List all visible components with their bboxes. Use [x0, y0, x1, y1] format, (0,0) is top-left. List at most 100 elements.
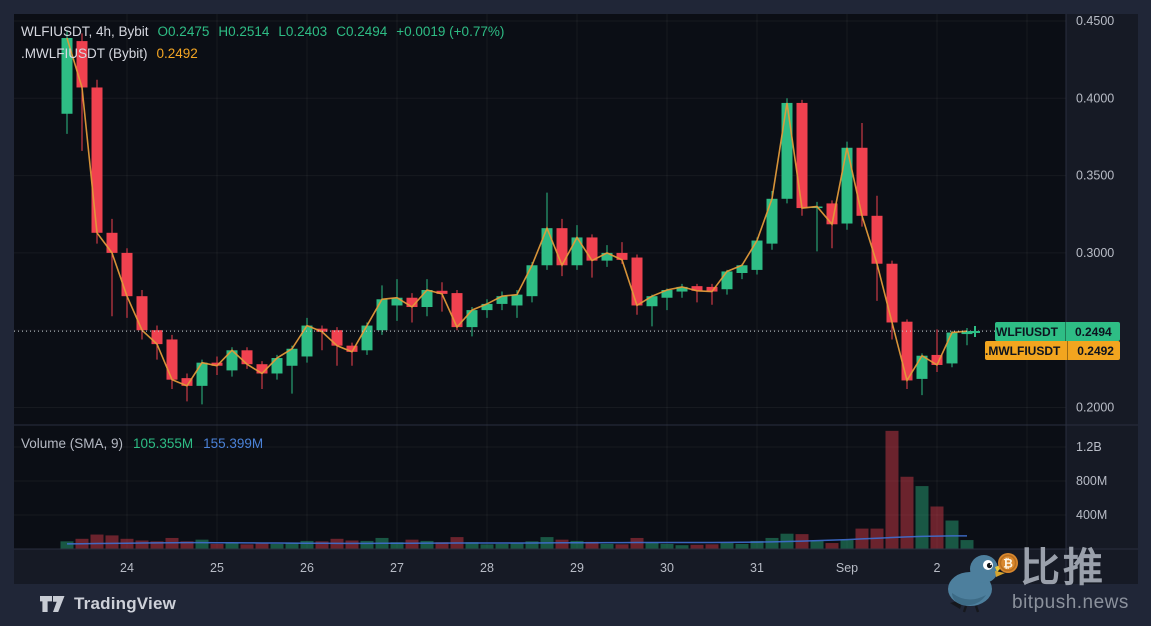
volume-bar [420, 540, 434, 549]
bird-leg [974, 605, 980, 613]
volume-bar [630, 537, 644, 549]
candle-body [196, 362, 208, 386]
candle-body [421, 290, 433, 308]
time-axis-label: 24 [120, 561, 134, 575]
volume-legend-title[interactable]: Volume (SMA, 9) [21, 436, 124, 451]
time-axis-label: 30 [660, 561, 674, 575]
candle-body [826, 203, 838, 225]
ohlc-low: L0.2403 [278, 24, 328, 39]
volume-bar [705, 544, 719, 549]
symbol-legend: WLFIUSDT, 4h, Bybit O0.2475 H0.2514 L0.2… [21, 24, 504, 39]
volume-bar [390, 542, 404, 549]
ohlc-change: +0.0019 (+0.77%) [396, 24, 505, 39]
candle-body [106, 232, 118, 253]
time-axis-label: 29 [570, 561, 584, 575]
volume-bar [585, 541, 599, 549]
candle-body [706, 286, 718, 292]
symbol-title[interactable]: WLFIUSDT, 4h, Bybit [21, 24, 149, 39]
volume-bar [360, 540, 374, 549]
time-axis-label: 26 [300, 561, 314, 575]
volume-bar [270, 543, 284, 549]
volume-bar [300, 540, 314, 549]
candle-body [781, 102, 793, 199]
candle-body [526, 265, 538, 297]
mark-price-badge[interactable]: .MWLFIUSDT 0.2492 [985, 341, 1120, 360]
candle-body [691, 286, 703, 291]
candle-body [511, 294, 523, 306]
candle-body [901, 321, 913, 381]
price-axis-label: 0.4000 [1076, 91, 1114, 105]
candle-body [256, 364, 268, 374]
volume-legend: Volume (SMA, 9) 105.355M 155.399M [21, 436, 263, 451]
bitcoin-symbol: ₿ [1003, 557, 1013, 571]
candle-body [721, 271, 733, 290]
candle-body [961, 331, 973, 335]
volume-bar [60, 541, 74, 549]
candle-body [931, 354, 943, 365]
volume-bar [480, 544, 494, 549]
volume-bar [525, 541, 539, 549]
tradingview-chart-widget[interactable]: 0.4500 0.4000 0.3500 0.3000 0.2000 1.2B 800M 40… [14, 14, 1138, 584]
volume-bar [105, 535, 119, 549]
volume-bar [495, 543, 509, 549]
candle-body [466, 310, 478, 328]
price-axis-label: 0.3500 [1076, 169, 1114, 183]
candle-body [856, 147, 868, 216]
time-axis-label: 25 [210, 561, 224, 575]
bitcoin-coin-ring [999, 554, 1017, 572]
chart-pane-background[interactable] [14, 14, 1066, 549]
candle-body [436, 290, 448, 294]
ohlc-high: H0.2514 [218, 24, 270, 39]
bird-eye-glint [989, 563, 992, 566]
candle-body [841, 147, 853, 224]
volume-bar [810, 540, 824, 549]
candle-body [391, 297, 403, 306]
mark-price-line [66, 37, 968, 387]
overlay-series-title[interactable]: .MWLFIUSDT (Bybit) [21, 46, 148, 61]
tradingview-brand-text: TradingView [74, 594, 177, 613]
last-price-badge-value: 0.2494 [1075, 324, 1112, 339]
price-axis-label: 0.3000 [1076, 246, 1114, 260]
volume-bar [240, 544, 254, 549]
time-axis-label: 2 [934, 561, 941, 575]
tradingview-attribution[interactable]: TradingView [40, 593, 176, 615]
candle-body [181, 378, 193, 386]
candle-body [121, 252, 133, 297]
bitpush-chinese-wordmark: 比推 [1020, 546, 1106, 590]
time-axis-label: 27 [390, 561, 404, 575]
candle-body [331, 330, 343, 346]
tradingview-logo-icon [40, 596, 65, 612]
candle-body [61, 38, 73, 114]
candle-body [301, 325, 313, 357]
volume-bar [165, 537, 179, 549]
volume-bar [285, 542, 299, 549]
candle-body [586, 237, 598, 261]
volume-bar [180, 541, 194, 549]
candle-body [481, 303, 493, 311]
volume-bar [660, 543, 674, 549]
candle-body [571, 237, 583, 266]
bird-leg [962, 605, 968, 613]
volume-bar [750, 540, 764, 549]
time-axis-label: 28 [480, 561, 494, 575]
candle-body [376, 299, 388, 331]
candle-body [361, 325, 373, 351]
volume-sma-value: 155.399M [203, 436, 264, 451]
last-price-badge[interactable]: WLFIUSDT 0.2494 [995, 322, 1120, 341]
volume-bar [135, 540, 149, 549]
volume-bar [675, 545, 689, 549]
bitpush-bird-logo: ₿ [948, 553, 1018, 613]
volume-bar [840, 540, 854, 549]
price-volume-chart-canvas[interactable]: 0.4500 0.4000 0.3500 0.3000 0.2000 1.2B 800M 40… [14, 14, 1138, 584]
candle-body [496, 296, 508, 304]
overlay-series-value: 0.2492 [156, 46, 198, 61]
candle-body [616, 252, 628, 260]
volume-bar [720, 543, 734, 549]
time-axis-label: Sep [836, 561, 858, 575]
ohlc-open: O0.2475 [157, 24, 210, 39]
candle-body [751, 240, 763, 270]
volume-bar [210, 543, 224, 549]
candle-body [451, 293, 463, 328]
last-price-plus-marker [969, 326, 980, 337]
